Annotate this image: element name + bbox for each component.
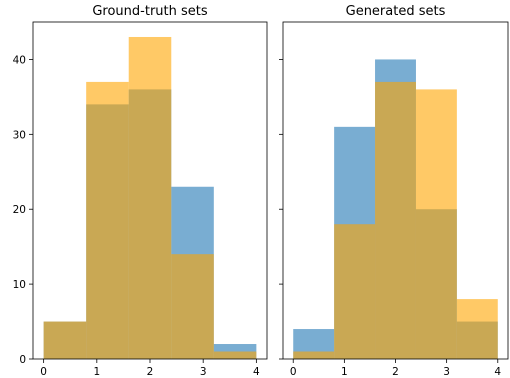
- bar-series-2-bin-4: [171, 254, 214, 359]
- x-tick-label: 3: [200, 366, 207, 378]
- y-tick-label: 0: [19, 354, 26, 366]
- x-tick-label: 2: [147, 366, 154, 378]
- y-tick-label: 30: [13, 129, 26, 141]
- x-tick-label: 2: [392, 366, 399, 378]
- chart-title: Ground-truth sets: [92, 4, 208, 19]
- x-tick-label: 1: [93, 366, 100, 378]
- y-tick-label: 40: [13, 54, 26, 66]
- chart-title: Generated sets: [346, 4, 446, 19]
- bar-series-2-bin-3: [375, 81, 416, 360]
- bar-series-2-bin-4: [415, 89, 457, 360]
- x-tick-label: 4: [494, 366, 501, 378]
- y-tick-label: 10: [13, 279, 26, 291]
- y-tick-label: 20: [13, 204, 26, 216]
- x-tick-label: 3: [443, 366, 450, 378]
- bar-series-2-bin-2: [334, 224, 376, 359]
- bar-series-2-bin-1: [293, 351, 335, 359]
- bar-series-2-bin-5: [213, 351, 257, 359]
- x-tick-label: 0: [40, 366, 47, 378]
- bar-series-2-bin-1: [43, 321, 87, 359]
- bar-series-2-bin-3: [128, 36, 172, 359]
- x-tick-label: 0: [290, 366, 297, 378]
- panel-generated: Generated sets 0 1 2 3 4: [279, 4, 509, 378]
- x-tick-label: 4: [253, 366, 260, 378]
- bar-series-2-bin-5: [456, 299, 498, 359]
- bar-series-2-bin-2: [86, 81, 129, 360]
- x-tick-label: 1: [341, 366, 348, 378]
